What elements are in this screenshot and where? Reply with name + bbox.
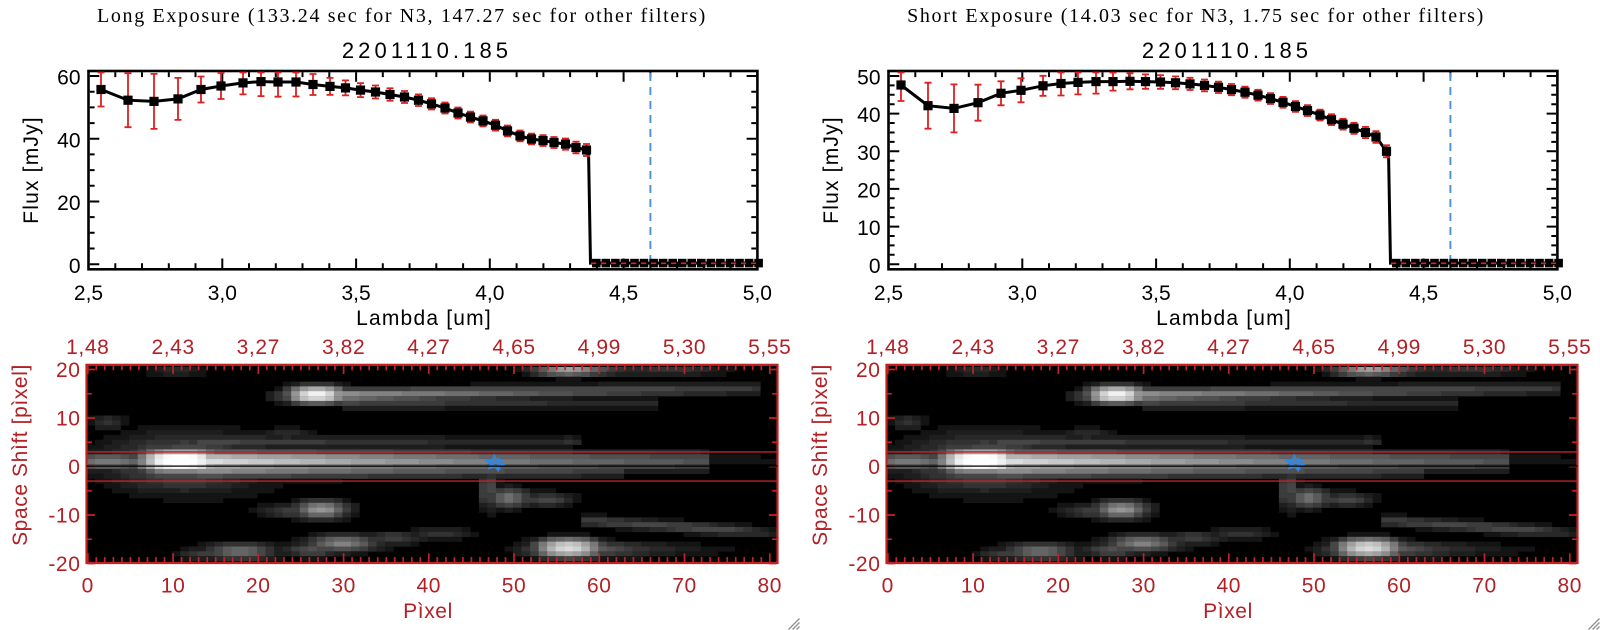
svg-text:50: 50 <box>502 575 527 598</box>
svg-text:0: 0 <box>869 255 881 278</box>
svg-text:10: 10 <box>857 217 880 240</box>
svg-text:3,0: 3,0 <box>208 282 237 305</box>
svg-text:60: 60 <box>587 575 612 598</box>
svg-text:10: 10 <box>56 408 81 431</box>
svg-text:5,55: 5,55 <box>748 336 791 359</box>
svg-text:2201110.185: 2201110.185 <box>342 38 512 63</box>
svg-text:40: 40 <box>857 104 880 127</box>
svg-text:4,99: 4,99 <box>578 336 621 359</box>
svg-text:Space Shìft [pìxel]: Space Shìft [pìxel] <box>9 364 32 546</box>
svg-text:10: 10 <box>161 575 186 598</box>
svg-text:20: 20 <box>56 359 81 382</box>
svg-text:2,5: 2,5 <box>874 282 903 305</box>
svg-text:20: 20 <box>246 575 271 598</box>
svg-text:30: 30 <box>857 142 880 165</box>
svg-text:5,0: 5,0 <box>743 282 772 305</box>
svg-text:20: 20 <box>857 180 880 203</box>
svg-text:4,0: 4,0 <box>475 282 504 305</box>
svg-text:60: 60 <box>57 67 80 90</box>
svg-text:30: 30 <box>331 575 356 598</box>
svg-text:Lambda [um]: Lambda [um] <box>356 307 492 330</box>
svg-text:5,0: 5,0 <box>1543 282 1572 305</box>
svg-text:Short Exposure (14.03 sec for: Short Exposure (14.03 sec for N3, 1.75 s… <box>907 5 1485 27</box>
svg-text:40: 40 <box>57 129 80 152</box>
svg-text:3,5: 3,5 <box>341 282 370 305</box>
svg-text:70: 70 <box>672 575 697 598</box>
svg-text:3,82: 3,82 <box>322 336 365 359</box>
svg-text:1,48: 1,48 <box>66 336 109 359</box>
svg-text:2,43: 2,43 <box>151 336 194 359</box>
svg-text:50: 50 <box>857 67 880 90</box>
svg-text:Flux [mJy]: Flux [mJy] <box>20 116 43 224</box>
svg-text:Flux [mJy]: Flux [mJy] <box>820 116 843 224</box>
svg-text:5,30: 5,30 <box>663 336 706 359</box>
svg-text:Lambda [um]: Lambda [um] <box>1156 307 1292 330</box>
svg-text:3,27: 3,27 <box>237 336 280 359</box>
svg-text:Pìxel: Pìxel <box>403 600 453 623</box>
svg-text:0: 0 <box>68 456 80 479</box>
svg-text:-20: -20 <box>48 553 80 576</box>
svg-text:80: 80 <box>758 575 783 598</box>
svg-text:3,0: 3,0 <box>1008 282 1037 305</box>
svg-text:3,5: 3,5 <box>1141 282 1170 305</box>
svg-text:4,0: 4,0 <box>1275 282 1304 305</box>
svg-text:0: 0 <box>82 575 94 598</box>
svg-text:2201110.185: 2201110.185 <box>1142 38 1312 63</box>
svg-text:2,5: 2,5 <box>74 282 103 305</box>
svg-text:4,65: 4,65 <box>492 336 535 359</box>
svg-text:4,27: 4,27 <box>407 336 450 359</box>
svg-text:Long Exposure (133.24 sec for: Long Exposure (133.24 sec for N3, 147.27… <box>97 5 707 27</box>
svg-text:4,5: 4,5 <box>1409 282 1438 305</box>
svg-text:40: 40 <box>417 575 442 598</box>
svg-text:20: 20 <box>57 192 80 215</box>
svg-text:4,5: 4,5 <box>609 282 638 305</box>
svg-text:0: 0 <box>69 255 81 278</box>
svg-text:-10: -10 <box>48 505 80 528</box>
